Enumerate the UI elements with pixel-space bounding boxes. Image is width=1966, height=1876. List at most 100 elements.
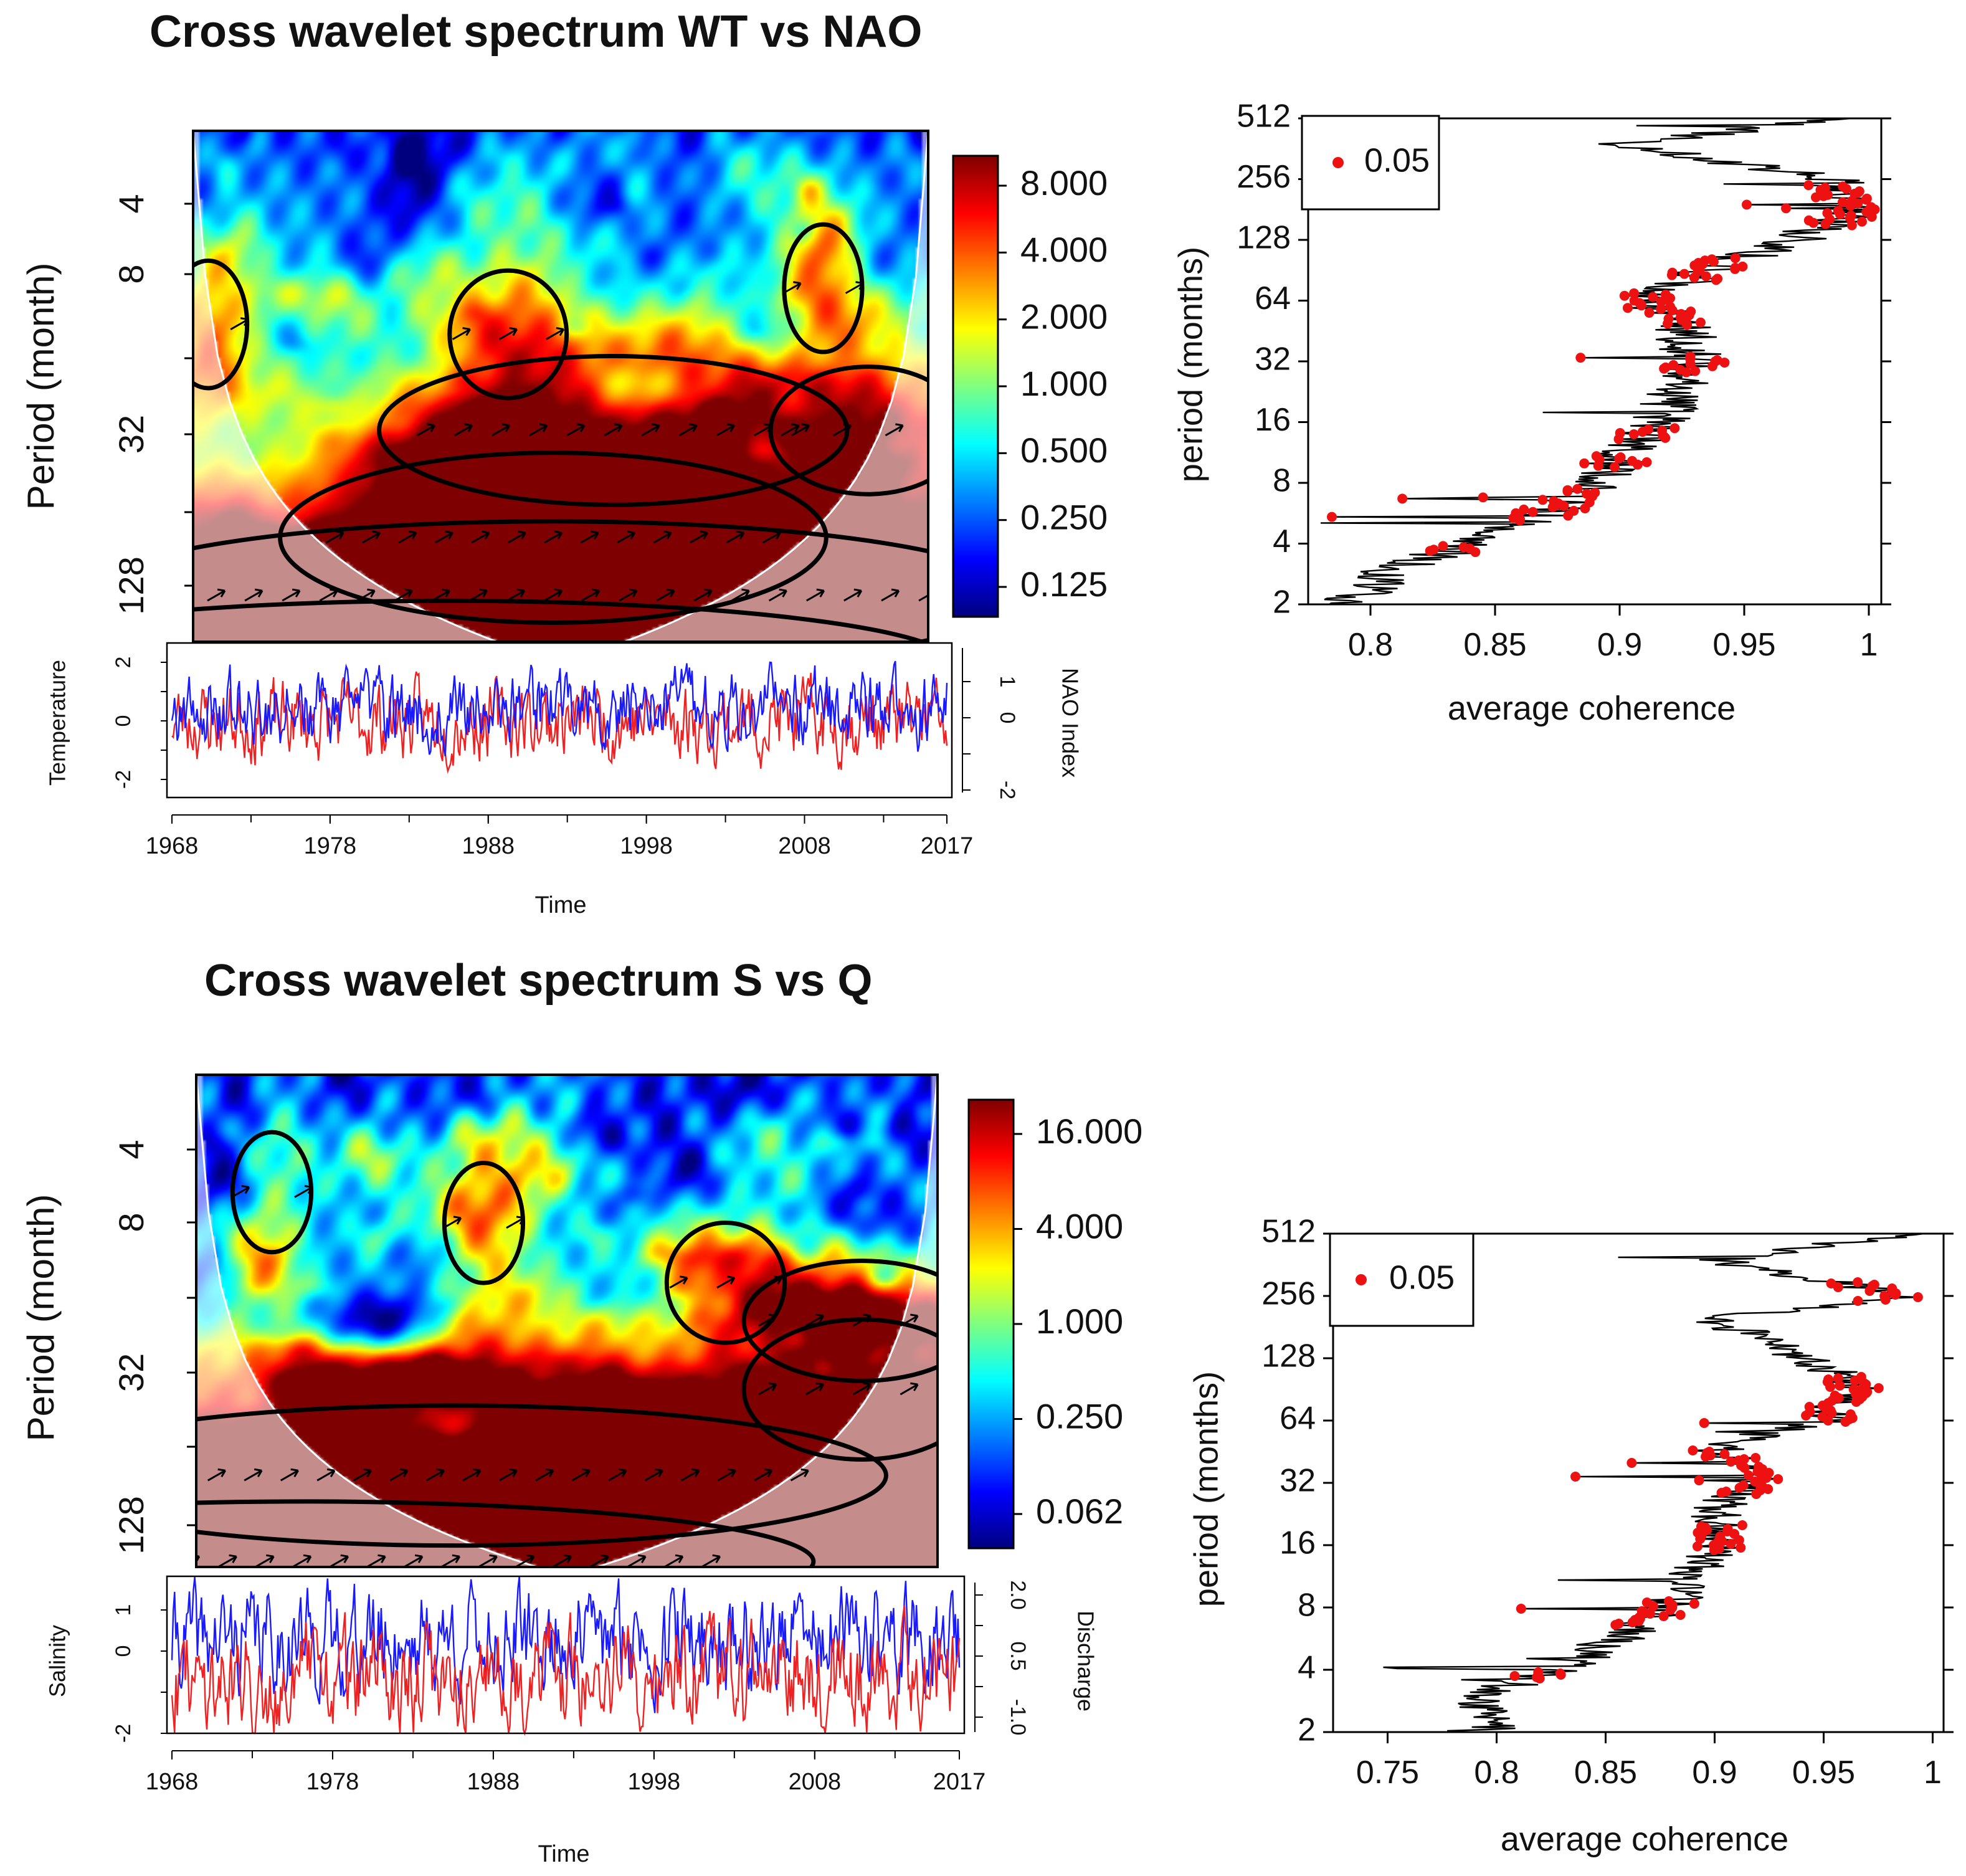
significant-point [1696, 1521, 1706, 1531]
time-tick-label: 1988 [467, 1769, 520, 1795]
phase-arrow [293, 1554, 312, 1567]
left-axis-label: Salinity [45, 1625, 70, 1697]
phase-arrow [805, 1382, 825, 1396]
significant-point [1879, 1291, 1890, 1301]
significant-point [1656, 304, 1666, 315]
phase-arrow [653, 530, 672, 544]
significant-point [1804, 1402, 1815, 1412]
phase-arrow [516, 1554, 535, 1567]
phase-arrow [544, 530, 563, 544]
time-series-plot: 1968 1978 1988 1998 2008 2017 2 0 -2 Temperat… [45, 642, 1083, 918]
significant-point [1675, 1610, 1686, 1620]
phase-arrow [790, 1468, 809, 1482]
significant-point [1667, 267, 1678, 278]
significant-point [1629, 288, 1640, 298]
significant-point [1689, 1599, 1699, 1609]
phase-arrow [782, 281, 802, 294]
significant-point [1591, 451, 1602, 462]
significant-point [1644, 308, 1655, 318]
colorbar-tick-label: 1.000 [1020, 364, 1108, 403]
significance-contour [442, 1160, 526, 1285]
significant-point [1516, 1604, 1526, 1614]
significant-point [1675, 364, 1686, 375]
significant-point [1688, 1445, 1698, 1455]
coherence-legend: 0.05 [1301, 115, 1440, 211]
phase-arrow [434, 530, 454, 544]
colorbar-tick-label: 0.125 [1020, 564, 1108, 604]
colorbar-tick-label: 8.000 [1020, 163, 1108, 202]
significant-point [1803, 215, 1814, 226]
significant-point [1619, 290, 1630, 301]
coherence-legend: 0.05 [1329, 1232, 1474, 1327]
phase-arrow [762, 530, 781, 544]
significant-point [1854, 186, 1864, 196]
phase-arrow [471, 530, 490, 544]
significant-point [1856, 1372, 1866, 1382]
significant-point [1721, 1487, 1732, 1497]
y-tick-label: 8 [112, 1212, 151, 1232]
phase-arrow [362, 530, 381, 544]
phase-arrow [590, 1554, 609, 1567]
coherence-plot: 2 4 8 16 32 64 128 256 512 0.75 0.8 0.85 0.9 0.95 1 0.… [1187, 1214, 1954, 1858]
significant-point [1641, 457, 1652, 467]
left-tick-label: 1 [112, 1604, 135, 1616]
phase-arrow [678, 423, 698, 437]
significant-point [1527, 507, 1538, 517]
time-tick-label: 1968 [146, 1769, 199, 1795]
phase-arrow [404, 1554, 424, 1567]
wavelet-spectrum: 4 8 32 128 Period (month) [20, 1074, 939, 1568]
left-tick-label: -2 [112, 1724, 135, 1743]
phase-arrow [843, 588, 863, 602]
y-tick-128: 128 [112, 1496, 196, 1555]
phase-arrow [881, 588, 900, 602]
coherence-x-tick-label: 0.85 [1463, 627, 1526, 663]
significant-point [1327, 512, 1337, 522]
significance-contour [196, 1403, 888, 1548]
significant-point [1712, 355, 1722, 366]
coherence-y-tick-label: 4 [1298, 1650, 1316, 1686]
significant-point [1579, 458, 1590, 469]
phase-arrow [852, 1313, 871, 1327]
phase-arrow [478, 1554, 498, 1567]
phase-arrow [627, 1554, 647, 1567]
significant-point [1533, 1667, 1544, 1677]
phase-arrow [244, 588, 264, 602]
significant-point [1582, 488, 1592, 499]
phase-arrow [507, 530, 526, 544]
significant-point [1862, 1387, 1873, 1397]
legend-box [1301, 115, 1440, 211]
y-tick-128: 128 [112, 556, 193, 615]
coherence-y-tick-label: 64 [1255, 280, 1291, 317]
significant-point [1912, 1292, 1923, 1302]
panel-wt-vs-nao: Cross wavelet spectrum WT vs NAO 4 8 32 … [20, 7, 1891, 918]
y-axis: 4 8 32 128 [112, 1140, 196, 1555]
phase-arrow [781, 423, 800, 437]
significant-point [1699, 1418, 1709, 1428]
phase-arrow [367, 1554, 386, 1567]
significant-point [1730, 262, 1740, 273]
significant-point [1837, 197, 1848, 207]
y-tick-label: 128 [112, 1496, 151, 1554]
time-tick-label: 1978 [304, 833, 357, 859]
significant-point [1569, 505, 1579, 516]
y-tick-label: 4 [112, 1140, 151, 1159]
phase-arrow [791, 423, 810, 437]
coherence-x-tick-label: 0.95 [1792, 1755, 1855, 1791]
cone-of-influence [196, 1075, 938, 1567]
y-tick-8: 8 [112, 1212, 196, 1232]
significant-point [1660, 362, 1671, 373]
significant-point [1845, 1409, 1856, 1419]
significant-point [1549, 496, 1559, 507]
y-axis-label: Period (month) [20, 1194, 62, 1442]
significant-point [1643, 424, 1654, 435]
colorbar-tick-label: 1.000 [1036, 1302, 1123, 1341]
significant-point [1730, 253, 1740, 264]
phase-arrow [498, 327, 518, 340]
significant-point [1704, 1447, 1714, 1457]
y-tick-label: 128 [112, 556, 151, 614]
y-tick-4: 4 [112, 1140, 196, 1159]
time-series-frame [166, 1575, 966, 1735]
phase-arrow [900, 1313, 919, 1327]
significant-point [1627, 455, 1638, 466]
